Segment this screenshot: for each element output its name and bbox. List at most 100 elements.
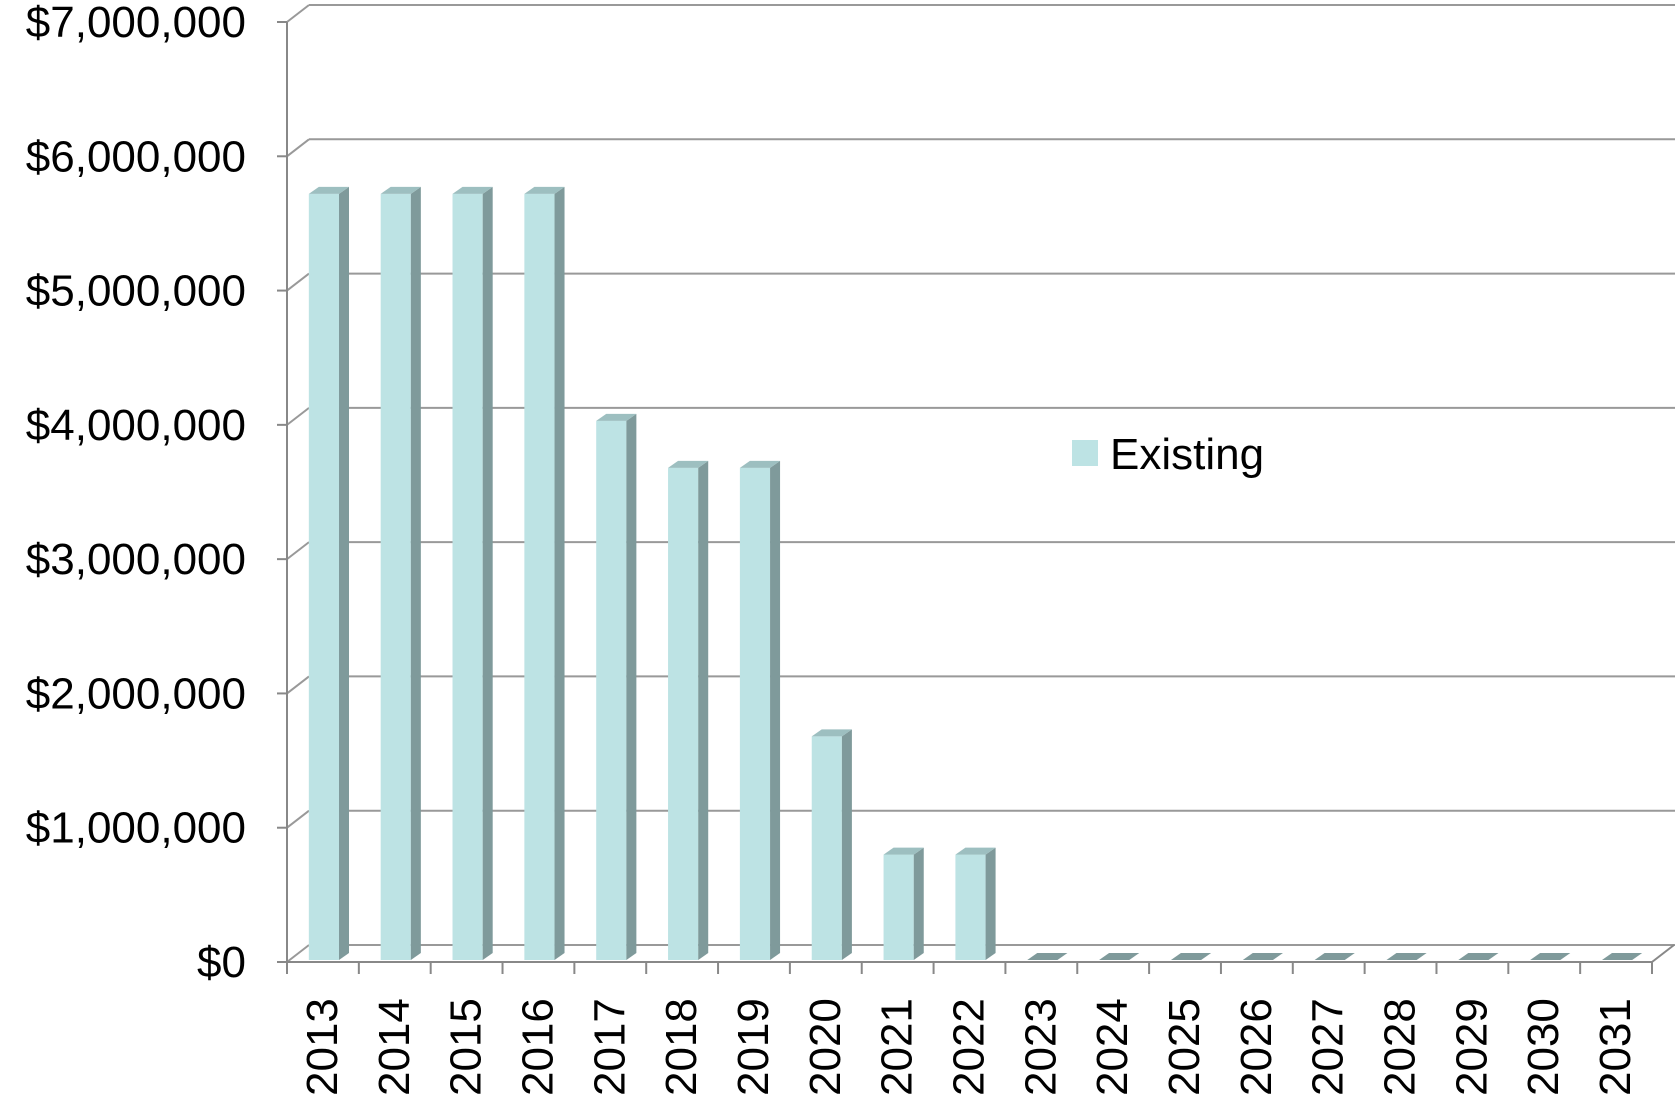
gridline-depth <box>286 541 310 560</box>
bar-2026 <box>1242 953 1283 960</box>
x-axis-depth-line <box>1651 944 1675 963</box>
bar-2023 <box>1027 953 1068 960</box>
bar-front <box>596 420 627 960</box>
bar-2013 <box>308 186 350 960</box>
bar-front <box>668 467 699 960</box>
bar-front <box>380 193 411 960</box>
axes <box>277 21 1675 974</box>
bars <box>308 186 1643 960</box>
bar-2018 <box>668 460 709 960</box>
bar-side <box>841 729 852 960</box>
bar-top <box>1099 953 1140 960</box>
x-tick-label: 2013 <box>298 998 347 1096</box>
x-tick-label: 2026 <box>1232 998 1281 1096</box>
bar-front <box>811 736 842 960</box>
bar-side <box>482 186 493 960</box>
bar-side <box>913 847 924 960</box>
x-tick-label: 2025 <box>1160 998 1209 1096</box>
bar-2025 <box>1170 953 1212 960</box>
gridlines <box>286 4 1675 963</box>
gridline-depth <box>286 4 310 23</box>
x-tick-label: 2015 <box>442 998 491 1096</box>
bar-side <box>698 460 709 960</box>
bar-front <box>524 193 555 960</box>
bar-side <box>410 186 421 960</box>
y-axis-tick-labels: $0 $1,000,000 $2,000,000 $3,000,000 $4,000,0… <box>26 0 246 987</box>
legend-label-existing: Existing <box>1110 430 1264 479</box>
bar-side <box>626 413 637 960</box>
bar-top <box>380 186 421 194</box>
gridline-depth <box>286 675 310 695</box>
x-axis-tick-labels: 2013 2014 2015 2016 2017 2018 2019 2020 2021 2022… <box>298 998 1640 1096</box>
bar-2015 <box>452 186 493 960</box>
y-tick-label: $3,000,000 <box>26 535 246 584</box>
bar-top <box>1242 953 1283 960</box>
bar-top <box>452 186 493 194</box>
y-tick-label: $4,000,000 <box>26 401 246 450</box>
x-tick-label: 2020 <box>801 998 850 1096</box>
gridline-depth <box>286 944 310 963</box>
bar-2022 <box>955 847 996 960</box>
bar-top <box>1170 953 1212 960</box>
bar-2016 <box>524 186 565 960</box>
legend: Existing <box>1072 430 1264 479</box>
x-tick-label: 2030 <box>1519 998 1568 1096</box>
bar-2028 <box>1386 953 1427 960</box>
x-tick-label: 2028 <box>1376 998 1425 1096</box>
gridline-depth <box>286 138 310 158</box>
bar-top <box>739 460 781 468</box>
bar-top <box>1027 953 1068 960</box>
bar-2024 <box>1099 953 1140 960</box>
x-tick-label: 2017 <box>585 998 634 1096</box>
bar-2017 <box>596 413 637 960</box>
y-tick-label: $5,000,000 <box>26 267 246 316</box>
x-tick-label: 2029 <box>1447 998 1496 1096</box>
y-tick-label: $2,000,000 <box>26 669 246 718</box>
bar-top <box>668 460 709 468</box>
bar-side <box>339 186 350 960</box>
x-tick-label: 2021 <box>873 998 922 1096</box>
bar-top <box>308 186 350 194</box>
x-tick-label: 2027 <box>1304 998 1353 1096</box>
bar-side <box>985 847 996 960</box>
bar-top <box>811 729 852 737</box>
bar-2020 <box>811 729 852 960</box>
bar-2019 <box>739 460 781 960</box>
x-tick-label: 2018 <box>657 998 706 1096</box>
x-tick-label: 2024 <box>1088 998 1137 1096</box>
bar-side <box>770 460 781 960</box>
bar-front <box>308 193 340 960</box>
gridline-depth <box>286 407 310 426</box>
bar-top <box>1386 953 1427 960</box>
y-tick-label: $0 <box>197 938 246 987</box>
bar-2031 <box>1601 953 1643 960</box>
y-tick-label: $1,000,000 <box>26 804 246 853</box>
x-tick-label: 2031 <box>1591 998 1640 1096</box>
x-tick-label: 2014 <box>370 998 419 1096</box>
bar-2014 <box>380 186 421 960</box>
bar-2029 <box>1458 953 1499 960</box>
bar-2027 <box>1314 953 1355 960</box>
bar-front <box>883 854 914 960</box>
x-tick-label: 2019 <box>729 998 778 1096</box>
bar-front <box>955 854 986 960</box>
bar-top <box>596 413 637 421</box>
bar-top <box>1458 953 1499 960</box>
y-tick-label: $6,000,000 <box>26 132 246 181</box>
bar-2021 <box>883 847 924 960</box>
bar-top <box>955 847 996 855</box>
y-tick-label: $7,000,000 <box>26 0 246 47</box>
x-tick-label: 2022 <box>945 998 994 1096</box>
bar-top <box>1601 953 1643 960</box>
bar-top <box>1530 953 1571 960</box>
bar-side <box>554 186 565 960</box>
gridline-depth <box>286 272 310 292</box>
x-tick-label: 2016 <box>513 998 562 1096</box>
bar-top <box>883 847 924 855</box>
legend-swatch-existing <box>1072 440 1098 466</box>
bar-front <box>739 467 771 960</box>
bar-top <box>1314 953 1355 960</box>
x-tick-label: 2023 <box>1016 998 1065 1096</box>
bar-front <box>452 193 483 960</box>
